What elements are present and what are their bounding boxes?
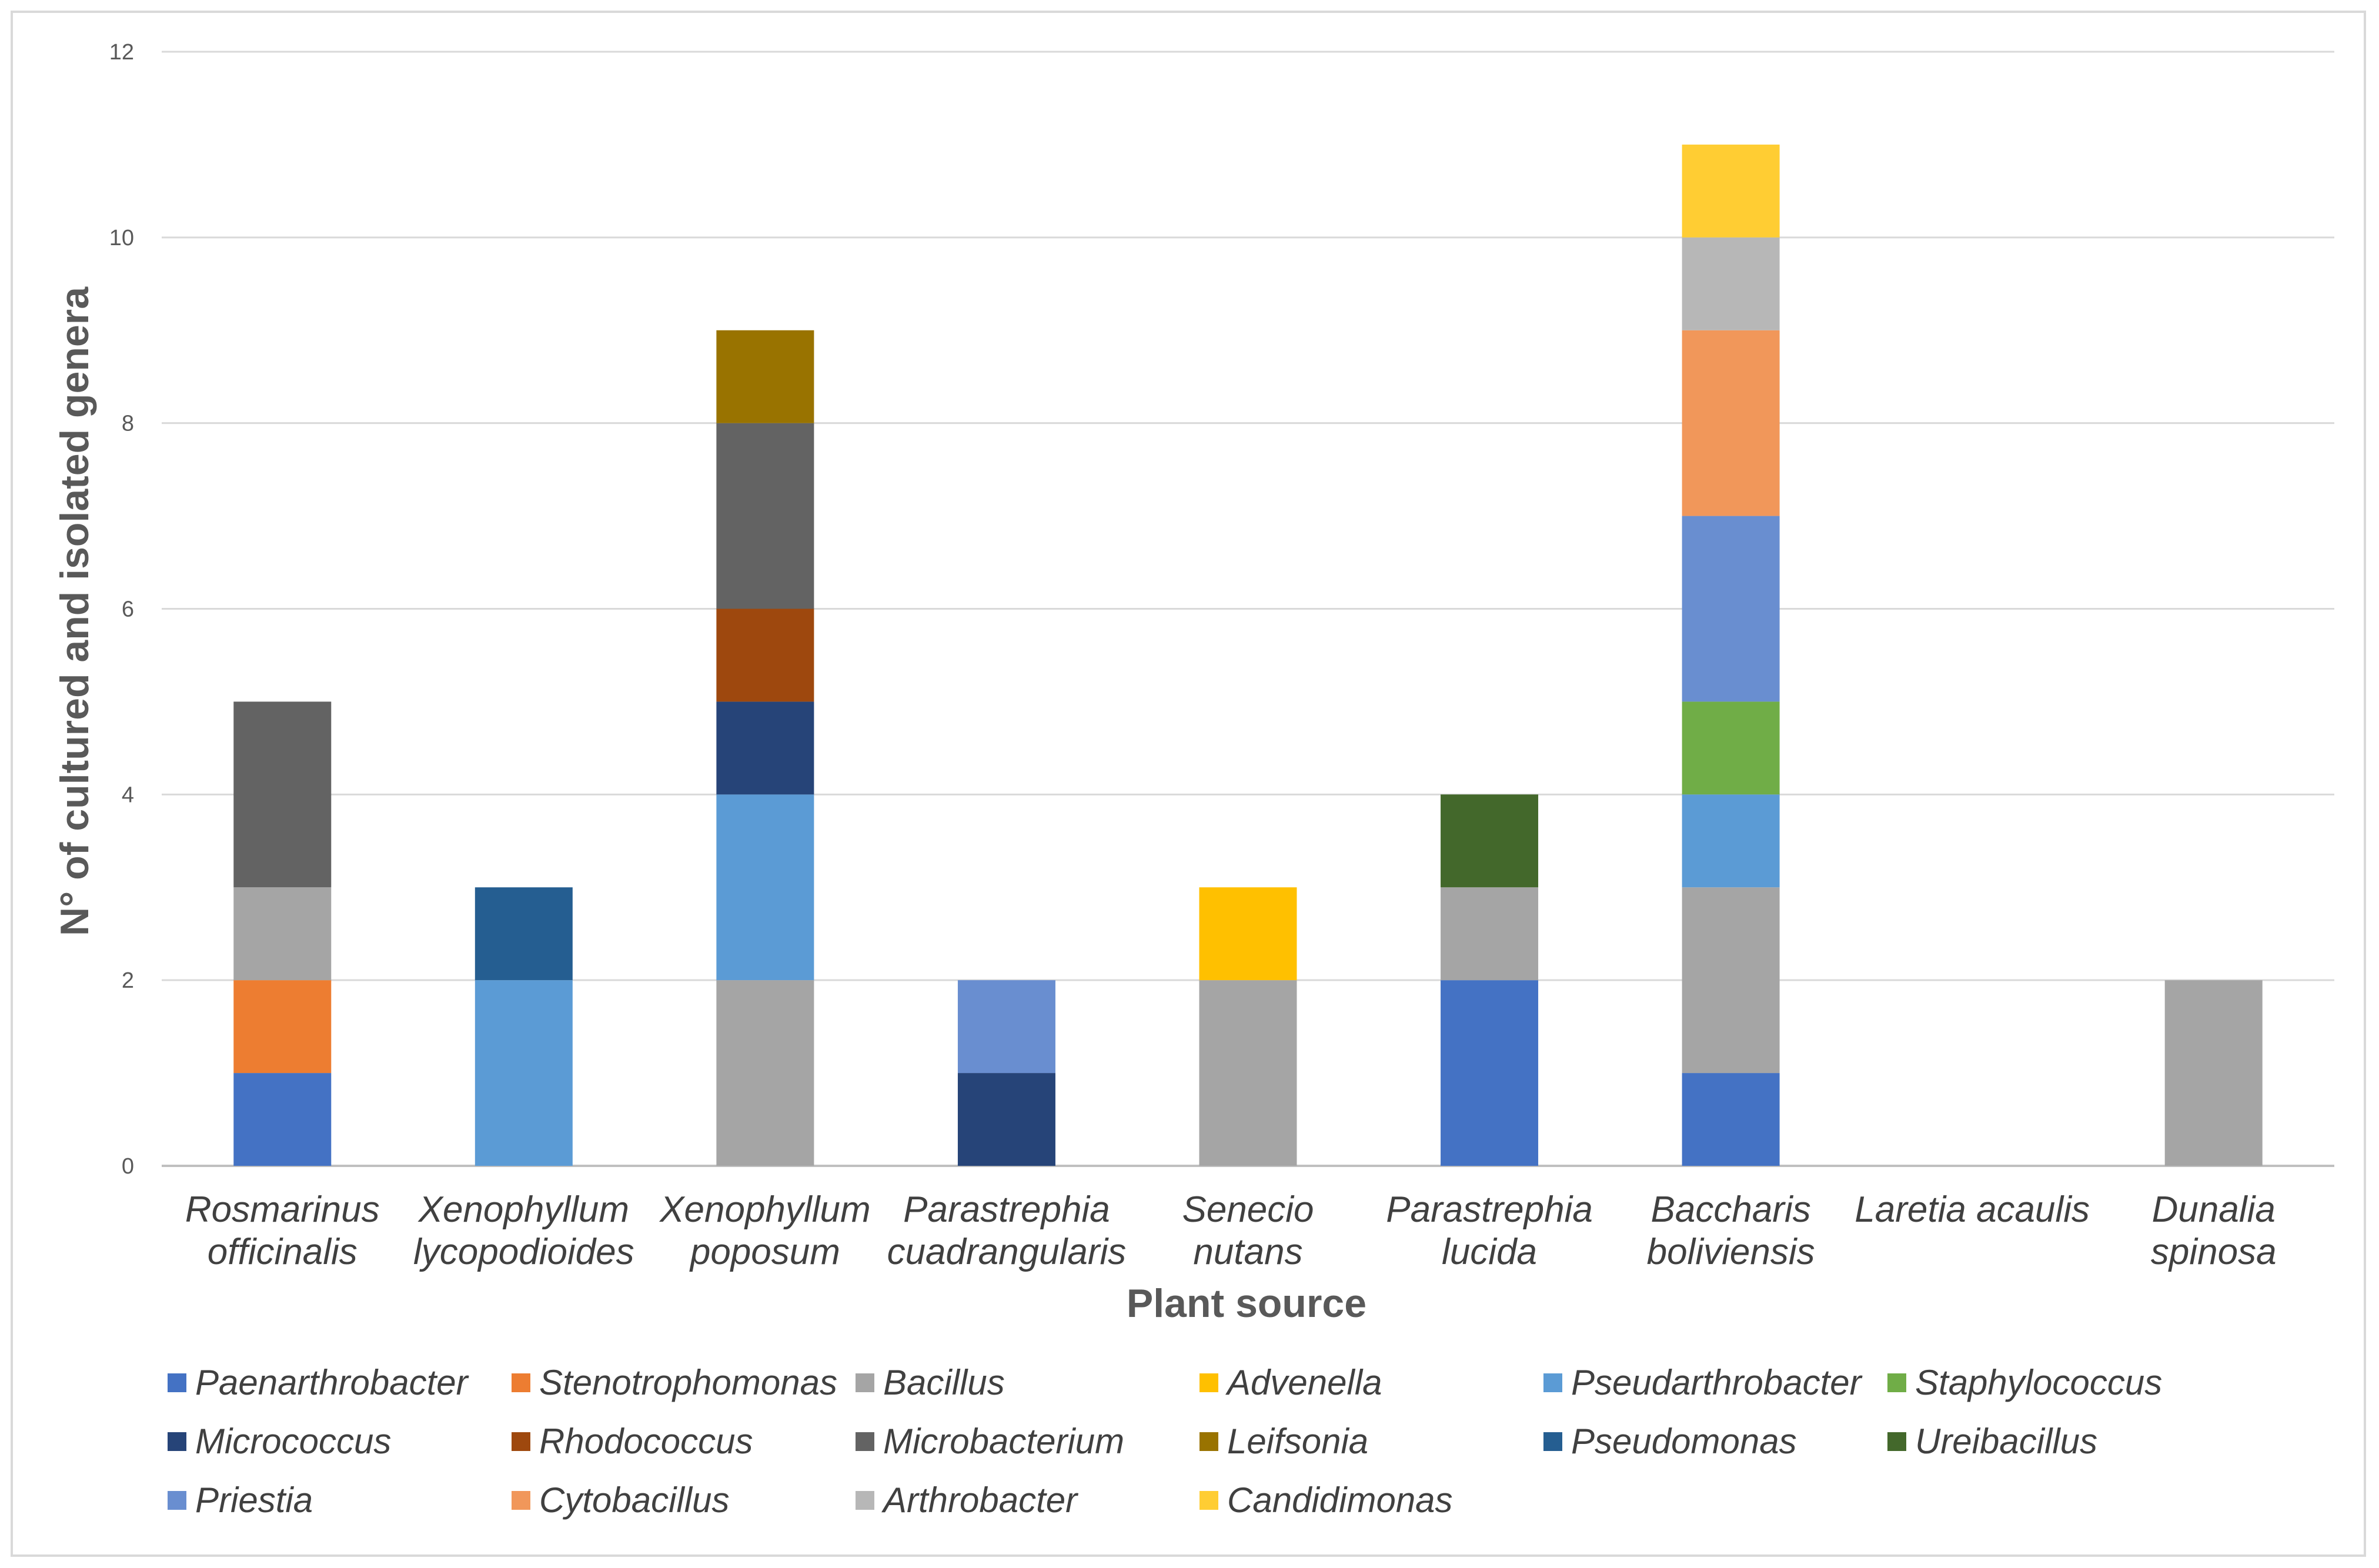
bar-segment — [233, 1073, 332, 1166]
bar-segment — [1682, 516, 1780, 702]
bars — [233, 144, 2263, 1166]
bar-segment — [233, 887, 332, 981]
bar-segment — [233, 701, 332, 888]
legend-swatch — [1887, 1373, 1906, 1392]
legend-label: Advenella — [1225, 1363, 1382, 1402]
y-tick-label: 6 — [122, 597, 134, 622]
legend-swatch — [1199, 1491, 1218, 1510]
bar-segment — [1441, 794, 1539, 888]
bar-segment — [475, 887, 573, 981]
bar-segment — [475, 980, 573, 1166]
legend-swatch — [512, 1373, 530, 1392]
legend-swatch — [1543, 1373, 1562, 1392]
y-tick-label: 8 — [122, 412, 134, 436]
bar-segment — [1682, 887, 1780, 1074]
x-category-label: Xenophyllum lycopodioides — [413, 1189, 634, 1272]
x-category-label: Parastrephia cuadrangularis — [887, 1189, 1127, 1272]
legend-swatch — [856, 1491, 874, 1510]
legend-label: Arthrobacter — [881, 1480, 1078, 1520]
y-axis-label: N° of cultured and isolated genera — [52, 286, 97, 936]
legend-swatch — [168, 1491, 186, 1510]
legend-label: Stenotrophomonas — [539, 1363, 837, 1402]
bar-segment — [1682, 794, 1780, 888]
y-tick-label: 0 — [122, 1154, 134, 1179]
legend-swatch — [1199, 1373, 1218, 1392]
legend-label: Microbacterium — [883, 1422, 1124, 1461]
bar-segment — [1682, 1073, 1780, 1166]
x-axis-label: Plant source — [1127, 1281, 1366, 1326]
bar-segment — [716, 701, 814, 795]
bar-segment — [1682, 330, 1780, 516]
legend: Paenarthrobacter Stenotrophomonas Bacillus… — [168, 1363, 2162, 1520]
bar-segment — [1682, 237, 1780, 330]
bar-segment — [716, 330, 814, 423]
legend-label: Pseudarthrobacter — [1571, 1363, 1863, 1402]
y-tick-label: 12 — [109, 40, 134, 65]
legend-swatch — [1199, 1432, 1218, 1451]
legend-label: Candidimonas — [1227, 1480, 1453, 1520]
legend-label: Ureibacillus — [1915, 1422, 2097, 1461]
legend-label: Staphylococcus — [1915, 1363, 2162, 1402]
legend-swatch — [512, 1491, 530, 1510]
x-category-label: Senecio nutans — [1182, 1189, 1314, 1272]
chart-frame — [11, 11, 2366, 1557]
y-axis-ticks: 0 2 4 6 8 10 12 — [109, 40, 134, 1179]
legend-swatch — [856, 1432, 874, 1451]
legend-swatch — [512, 1432, 530, 1451]
bar-segment — [1199, 980, 1297, 1166]
bar-segment — [1199, 887, 1297, 981]
legend-swatch — [1543, 1432, 1562, 1451]
bar-segment — [2164, 980, 2263, 1166]
legend-swatch — [168, 1432, 186, 1451]
bar-segment — [957, 1073, 1055, 1166]
legend-swatch — [1887, 1432, 1906, 1451]
legend-label: Paenarthrobacter — [195, 1363, 469, 1402]
bar-segment — [716, 980, 814, 1166]
legend-label: Priestia — [195, 1480, 313, 1520]
legend-swatch — [168, 1373, 186, 1392]
bar-segment — [716, 609, 814, 702]
legend-label: Micrococcus — [195, 1422, 391, 1461]
bar-segment — [957, 980, 1055, 1074]
bar-segment — [1441, 887, 1539, 981]
bar-segment — [1682, 701, 1780, 795]
y-tick-label: 2 — [122, 968, 134, 993]
x-category-label: Parastrephia lucida — [1386, 1189, 1593, 1272]
y-tick-label: 4 — [122, 783, 134, 807]
x-category-label: Laretia acaulis — [1855, 1189, 2090, 1230]
x-category-label: Rosmarinus officinalis — [185, 1189, 380, 1272]
legend-swatch — [856, 1373, 874, 1392]
legend-label: Bacillus — [883, 1363, 1005, 1402]
x-category-label: Dunalia spinosa — [2151, 1189, 2277, 1272]
legend-label: Cytobacillus — [539, 1480, 729, 1520]
bar-segment — [716, 794, 814, 981]
bar-segment — [716, 423, 814, 609]
x-axis-categories: Rosmarinus officinalis Xenophyllum lycopodi… — [185, 1189, 2277, 1272]
y-tick-label: 10 — [109, 226, 134, 250]
legend-label: Rhodococcus — [539, 1422, 753, 1461]
bar-segment — [233, 980, 332, 1074]
legend-label: Pseudomonas — [1571, 1422, 1797, 1461]
bar-segment — [1441, 980, 1539, 1166]
x-category-label: Baccharis boliviensis — [1647, 1189, 1815, 1272]
x-category-label: Xenophyllum poposum — [659, 1189, 870, 1272]
legend-label: Leifsonia — [1227, 1422, 1368, 1461]
bar-segment — [1682, 144, 1780, 238]
